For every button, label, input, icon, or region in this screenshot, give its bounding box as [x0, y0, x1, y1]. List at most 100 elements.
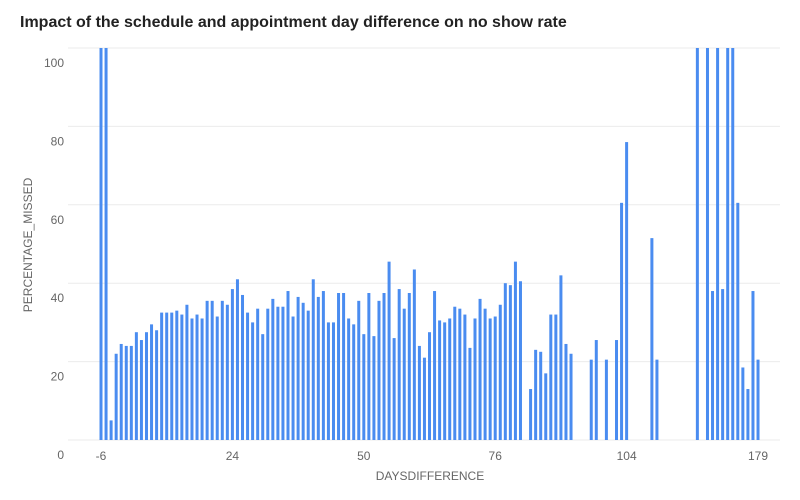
bar [104, 48, 108, 440]
bar [144, 332, 148, 440]
bar [215, 316, 219, 440]
bar [367, 293, 371, 440]
bar [493, 316, 497, 440]
x-tick-label: -6 [96, 449, 107, 463]
bar [549, 314, 553, 440]
bar [513, 261, 517, 440]
bar [261, 334, 265, 440]
chart-title: Impact of the schedule and appointment d… [20, 14, 567, 31]
bar [569, 353, 573, 440]
bar [438, 320, 442, 440]
y-tick-label: 80 [51, 134, 65, 148]
bar [539, 351, 543, 440]
x-axis-label: DAYSDIFFERENCE [376, 469, 484, 483]
bar [276, 306, 280, 440]
bar [185, 304, 189, 440]
bar [241, 294, 245, 440]
bar [615, 340, 619, 440]
bar [266, 308, 270, 440]
bar [134, 332, 138, 440]
bar [114, 353, 118, 440]
bar [589, 359, 593, 440]
bar [286, 291, 290, 440]
bar [422, 357, 426, 440]
bar [468, 347, 472, 440]
bar [377, 300, 381, 440]
bar [559, 275, 563, 440]
bar [529, 389, 533, 440]
bar [705, 48, 709, 440]
bar [731, 48, 735, 440]
bar [281, 306, 285, 440]
bar [655, 359, 659, 440]
bar [397, 289, 401, 440]
bar [741, 367, 745, 440]
x-tick-label: 179 [748, 449, 768, 463]
bar [119, 343, 123, 440]
bar [337, 293, 341, 440]
x-tick-label: 104 [617, 449, 637, 463]
bar [564, 343, 568, 440]
bar [726, 48, 730, 440]
bar [433, 291, 437, 440]
y-axis-label: PERCENTAGE_MISSED [21, 177, 35, 312]
bar [453, 306, 457, 440]
bar [139, 340, 143, 440]
bar [316, 296, 320, 440]
x-tick-label: 50 [357, 449, 371, 463]
bar [417, 345, 421, 440]
bar [382, 293, 386, 440]
bar [109, 420, 113, 440]
bar [129, 345, 133, 440]
bar [175, 310, 179, 440]
bar [412, 269, 416, 440]
bar [301, 302, 305, 440]
bar [756, 359, 760, 440]
bar [604, 359, 608, 440]
bar [190, 318, 194, 440]
bar [347, 318, 351, 440]
bar [483, 308, 487, 440]
bar [235, 279, 239, 440]
bar [498, 304, 502, 440]
bar [508, 285, 512, 440]
bar [291, 316, 295, 440]
bar [407, 293, 411, 440]
bar [518, 281, 522, 440]
bar [488, 318, 492, 440]
bar [357, 300, 361, 440]
bar [99, 48, 103, 440]
y-tick-label: 40 [51, 291, 65, 305]
bar [534, 349, 538, 440]
y-tick-label: 60 [51, 213, 65, 227]
bar [716, 48, 720, 440]
bar [387, 261, 391, 440]
bar [443, 322, 447, 440]
bar [331, 322, 335, 440]
bar [256, 308, 260, 440]
bar [554, 314, 558, 440]
bar [362, 334, 366, 440]
bar [342, 293, 346, 440]
bar [205, 300, 209, 440]
bar [210, 300, 214, 440]
bar [251, 322, 255, 440]
bar [180, 314, 184, 440]
bar [170, 312, 174, 440]
bar [352, 324, 356, 440]
y-tick-label: 0 [57, 448, 64, 462]
bar [246, 312, 250, 440]
bar [463, 314, 467, 440]
bar [428, 332, 432, 440]
bar [225, 304, 229, 440]
bar [458, 308, 462, 440]
bar [124, 345, 128, 440]
bar [326, 322, 330, 440]
bar [751, 291, 755, 440]
bar [200, 318, 204, 440]
bar [721, 289, 725, 440]
bar [230, 289, 234, 440]
bar [695, 48, 699, 440]
y-tick-label: 100 [44, 56, 64, 70]
